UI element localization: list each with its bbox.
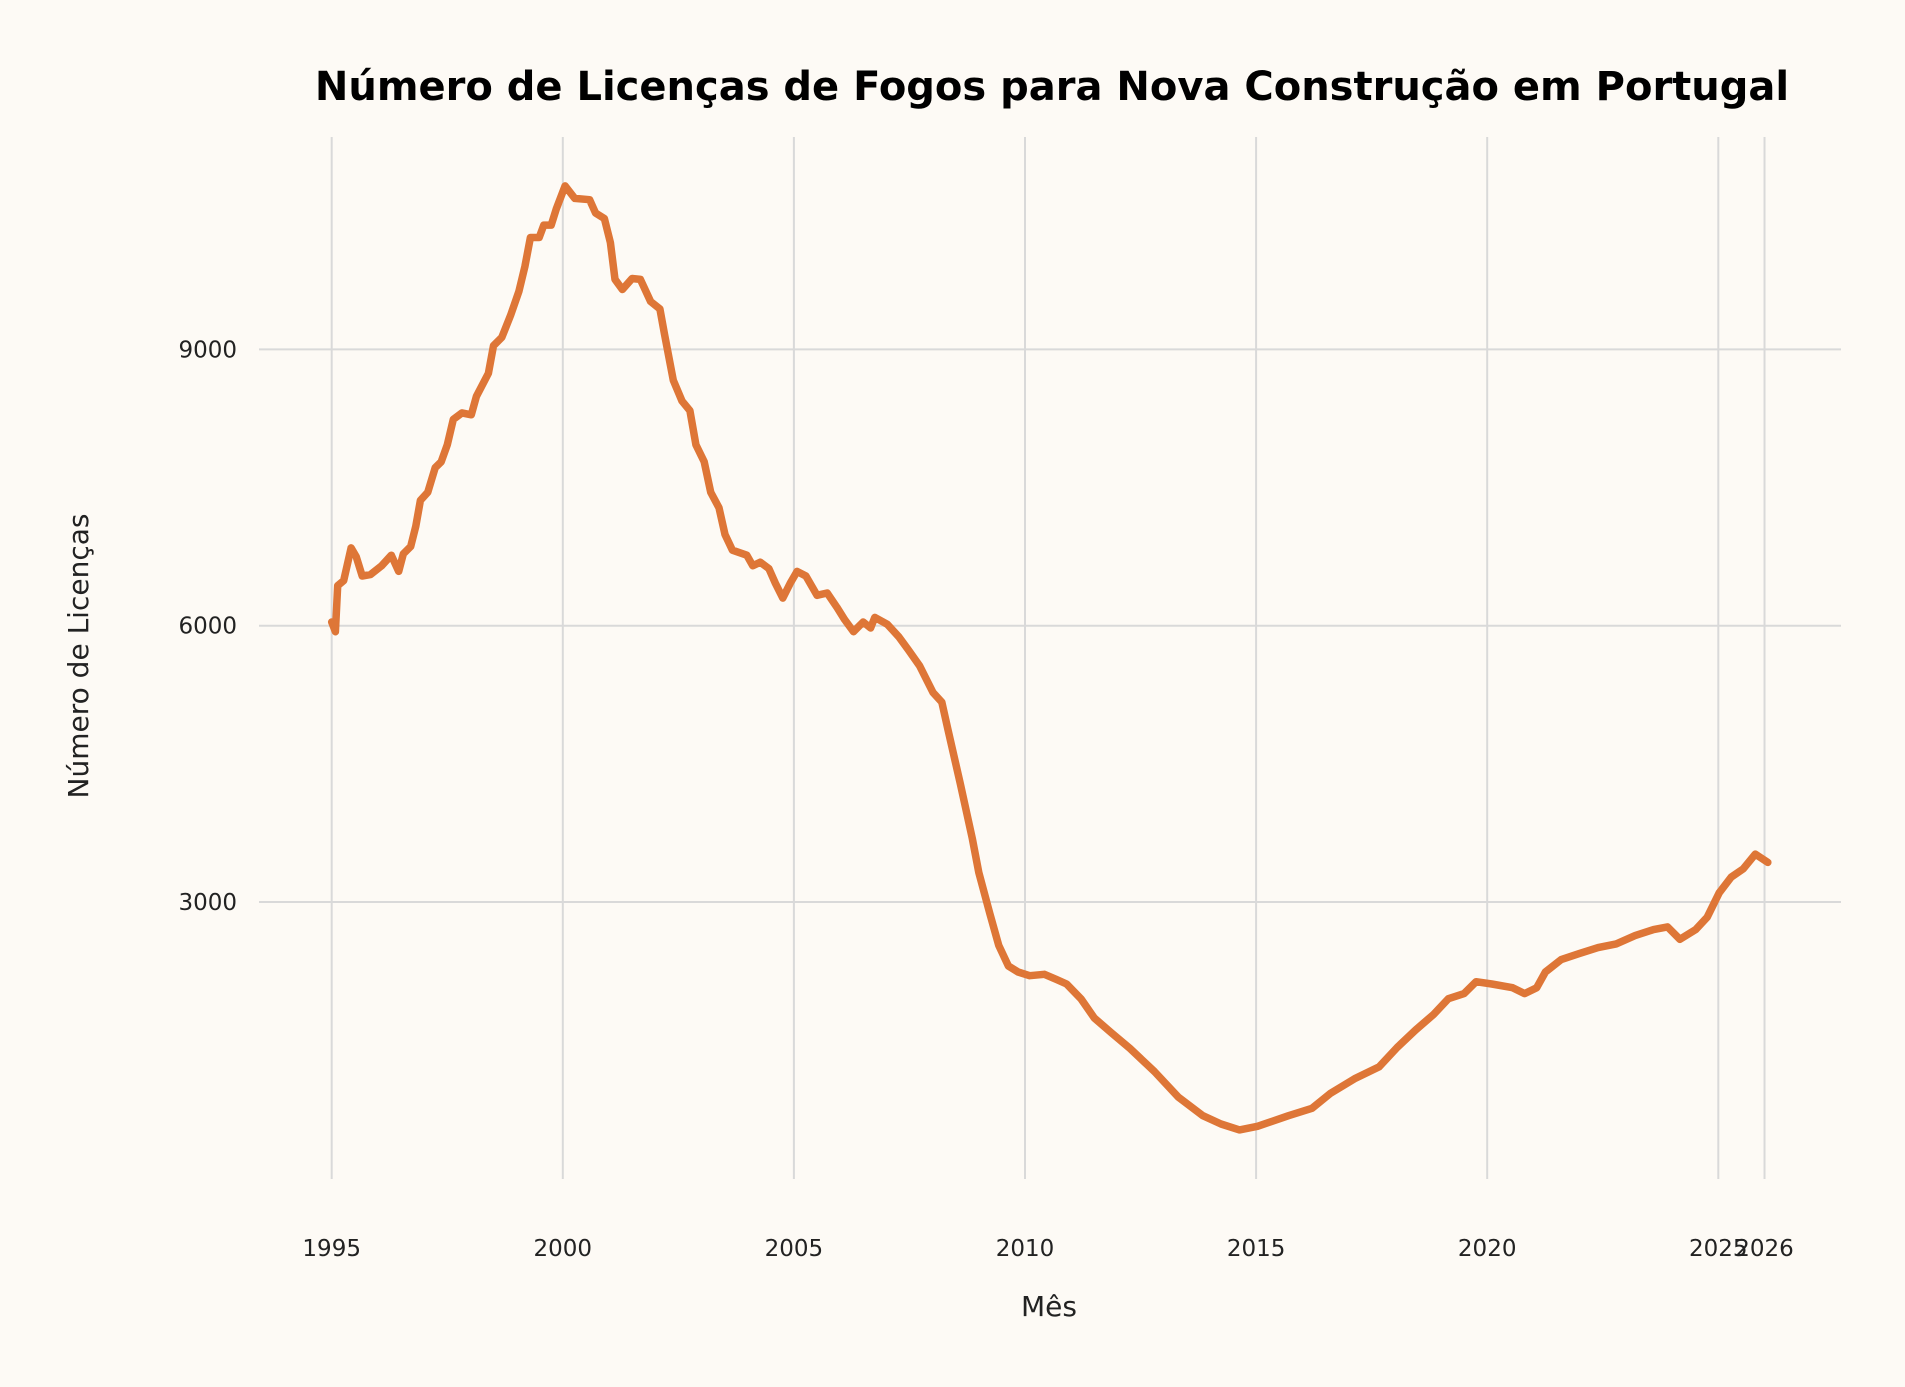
y-axis-ticks: 3000 6000 9000: [178, 337, 237, 916]
x-tick-label: 2000: [534, 1236, 593, 1262]
x-tick-label: 2010: [996, 1236, 1055, 1262]
y-tick-label: 9000: [178, 337, 237, 363]
y-tick-label: 6000: [178, 614, 237, 640]
series-line: [327, 182, 1772, 1134]
x-tick-label: 2026: [1735, 1236, 1794, 1262]
series-lines: [327, 182, 1772, 1134]
gridlines: [259, 137, 1841, 1179]
x-tick-label: 2020: [1458, 1236, 1517, 1262]
x-tick-label: 2025: [1689, 1236, 1748, 1262]
x-tick-label: 2005: [765, 1236, 824, 1262]
x-tick-label: 2015: [1227, 1236, 1286, 1262]
x-tick-label: 1995: [302, 1236, 361, 1262]
chart-title: Número de Licenças de Fogos para Nova Co…: [315, 64, 1789, 110]
y-axis-title: Número de Licenças: [62, 514, 95, 799]
y-tick-label: 3000: [178, 890, 237, 916]
x-axis-title: Mês: [1021, 1290, 1077, 1323]
